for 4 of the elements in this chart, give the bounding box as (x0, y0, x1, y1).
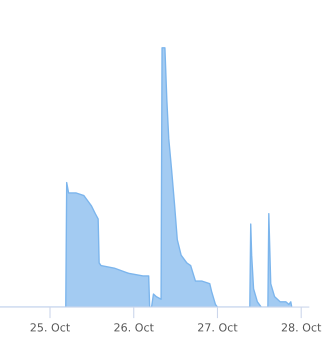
x-tick-label: 27. Oct (198, 323, 238, 332)
x-tick-label: 25. Oct (30, 323, 70, 332)
x-tick-label: 28. Oct (282, 323, 322, 332)
x-tick-label: 26. Oct (114, 323, 154, 332)
